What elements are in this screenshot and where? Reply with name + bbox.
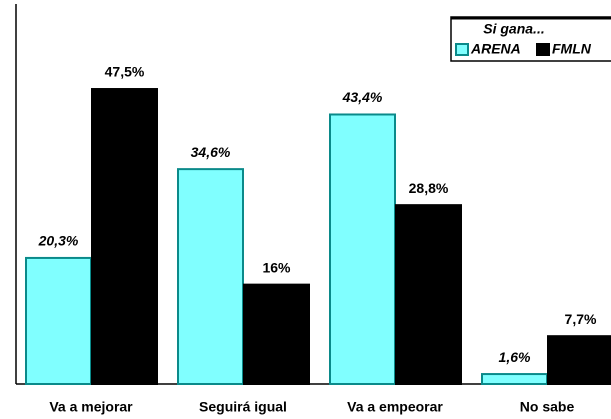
bar — [91, 88, 158, 386]
legend-label: ARENA — [470, 41, 521, 57]
legend-title: Si gana... — [483, 21, 544, 37]
bar — [329, 113, 396, 386]
x-tick-label: Va a mejorar — [49, 399, 133, 415]
legend-swatch — [455, 43, 469, 56]
data-label: 20,3% — [38, 233, 79, 249]
x-tick-label: Va a empeorar — [347, 399, 443, 415]
data-label: 34,6% — [191, 144, 231, 160]
x-tick-label: No sabe — [520, 399, 575, 415]
bar — [547, 335, 611, 386]
data-label: 16% — [262, 259, 291, 275]
x-tick-label: Seguirá igual — [199, 399, 287, 415]
bar — [177, 168, 244, 385]
data-label: 7,7% — [565, 311, 597, 327]
bar — [395, 204, 462, 385]
bar — [25, 256, 92, 386]
data-label: 43,4% — [342, 89, 383, 105]
bar — [481, 373, 548, 385]
data-label: 1,6% — [499, 349, 531, 365]
legend-label: FMLN — [552, 41, 592, 57]
bar — [243, 283, 310, 386]
legend-swatch — [536, 43, 550, 56]
data-label: 28,8% — [409, 180, 449, 196]
data-label: 47,5% — [105, 64, 145, 80]
legend: Si gana... — [450, 16, 611, 62]
